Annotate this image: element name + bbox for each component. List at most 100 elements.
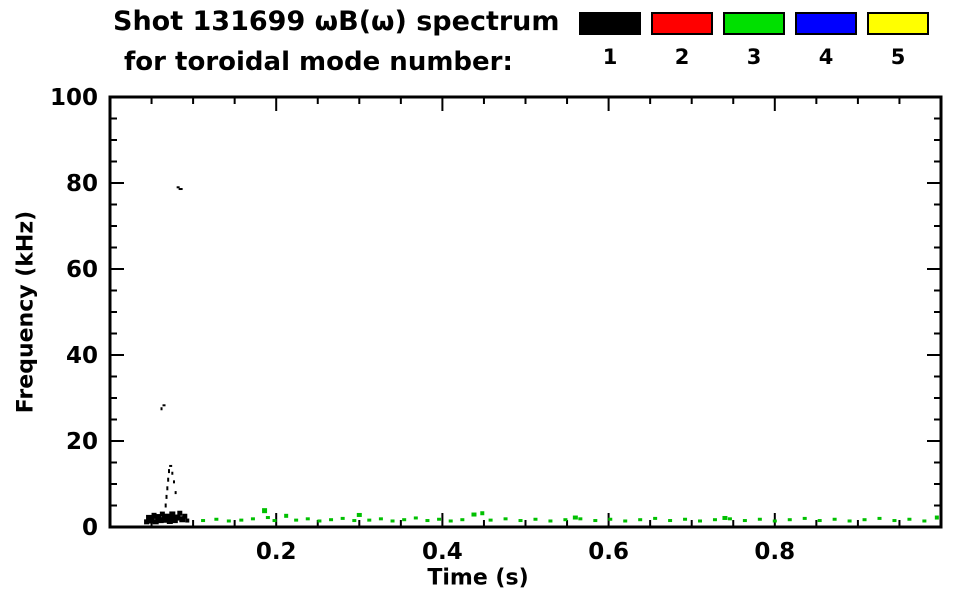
data-point-mode-3	[877, 516, 882, 520]
data-point-mode-3	[413, 516, 418, 520]
data-point-mode-3	[862, 518, 867, 522]
data-point-mode-3	[742, 519, 747, 523]
data-point-mode-3	[239, 518, 244, 522]
data-point-mode-3	[356, 512, 362, 517]
data-point-mode-3	[503, 517, 508, 521]
data-point-mode-1	[176, 186, 180, 189]
data-point-mode-3	[653, 516, 658, 520]
data-point-mode-3	[548, 519, 553, 523]
legend-item-mode-1: 1	[578, 12, 642, 69]
data-point-mode-3	[471, 512, 477, 517]
y-tick-label: 0	[82, 515, 98, 541]
data-point-mode-3	[272, 519, 277, 523]
data-point-mode-1	[148, 517, 155, 524]
data-point-mode-1	[165, 494, 168, 499]
data-point-mode-3	[294, 518, 299, 522]
data-point-mode-1	[168, 469, 171, 474]
data-point-mode-3	[226, 519, 231, 523]
legend-swatch-mode-4	[795, 12, 857, 35]
data-point-mode-3	[578, 517, 583, 521]
data-point-mode-1	[171, 471, 174, 475]
data-point-mode-3	[787, 518, 792, 522]
data-point-mode-3	[201, 519, 206, 523]
data-point-mode-1	[167, 477, 170, 482]
data-point-mode-3	[390, 519, 395, 523]
data-point-mode-1	[166, 517, 173, 524]
plot-frame	[108, 95, 943, 529]
data-point-mode-3	[907, 517, 912, 521]
data-point-mode-1	[178, 188, 183, 191]
data-point-mode-3	[623, 519, 628, 523]
legend-label-mode-5: 5	[890, 45, 906, 69]
data-point-mode-3	[329, 518, 334, 522]
data-point-mode-3	[727, 517, 732, 521]
data-point-mode-3	[518, 519, 523, 523]
data-point-mode-1	[177, 510, 183, 516]
legend-item-mode-3: 3	[722, 12, 786, 69]
y-tick-label: 80	[66, 171, 98, 197]
chart-title: Shot 131699 ωB(ω) spectrum	[113, 6, 560, 37]
legend-label-mode-2: 2	[674, 45, 690, 69]
y-tick-label: 60	[66, 257, 98, 283]
x-tick-label: 0.2	[256, 539, 297, 565]
data-point-mode-3	[305, 517, 310, 521]
x-axis-label: Time (s)	[427, 565, 529, 591]
data-point-mode-3	[250, 517, 255, 521]
data-point-mode-3	[352, 519, 357, 523]
data-point-mode-3	[214, 517, 219, 521]
data-point-mode-3	[460, 518, 465, 522]
x-tick-label: 0.8	[754, 539, 795, 565]
data-point-mode-3	[340, 516, 345, 520]
x-tick-label: 0.4	[422, 539, 463, 565]
data-point-mode-3	[892, 519, 897, 523]
legend-item-mode-4: 4	[794, 12, 858, 69]
data-point-mode-1	[169, 464, 173, 467]
data-point-mode-1	[182, 513, 188, 519]
data-point-mode-1	[162, 404, 166, 407]
data-point-mode-1	[157, 517, 164, 524]
data-point-mode-3	[802, 516, 807, 520]
data-point-mode-3	[265, 516, 270, 520]
legend-swatch-mode-2	[651, 12, 713, 35]
data-point-mode-1	[152, 519, 159, 525]
data-point-mode-1	[169, 511, 176, 519]
legend-label-mode-1: 1	[602, 45, 618, 69]
data-point-mode-3	[772, 519, 777, 523]
data-point-mode-1	[185, 518, 190, 523]
data-point-mode-3	[480, 511, 485, 516]
data-point-mode-3	[757, 517, 762, 521]
data-point-mode-3	[922, 519, 927, 523]
chart-subtitle: for toroidal mode number:	[124, 47, 513, 77]
y-tick-label: 40	[66, 343, 98, 369]
data-point-mode-3	[817, 519, 822, 523]
data-point-mode-3	[378, 517, 383, 521]
data-point-mode-3	[698, 519, 703, 523]
data-point-mode-3	[402, 518, 407, 522]
legend-item-mode-5: 5	[866, 12, 930, 69]
data-point-mode-3	[608, 517, 613, 521]
data-point-mode-1	[174, 491, 177, 495]
y-tick-label: 100	[50, 85, 98, 111]
data-point-mode-1	[179, 516, 186, 523]
legend-swatch-mode-3	[723, 12, 785, 35]
data-point-mode-3	[367, 518, 372, 522]
data-point-mode-3	[563, 518, 568, 522]
data-point-mode-3	[437, 517, 442, 521]
data-point-mode-3	[638, 518, 643, 522]
data-point-mode-1	[151, 512, 157, 519]
data-point-mode-3	[832, 517, 837, 521]
data-point-mode-3	[934, 515, 939, 520]
legend-swatch-mode-1	[579, 12, 641, 35]
data-point-mode-1	[159, 511, 165, 517]
data-point-mode-3	[488, 518, 493, 522]
data-point-mode-3	[317, 519, 322, 523]
data-point-mode-3	[712, 518, 717, 522]
data-point-mode-3	[425, 519, 430, 523]
legend-label-mode-4: 4	[818, 45, 834, 69]
data-point-mode-3	[668, 519, 673, 523]
data-point-mode-3	[683, 517, 688, 521]
data-point-mode-3	[593, 519, 598, 523]
data-point-mode-1	[174, 514, 181, 521]
